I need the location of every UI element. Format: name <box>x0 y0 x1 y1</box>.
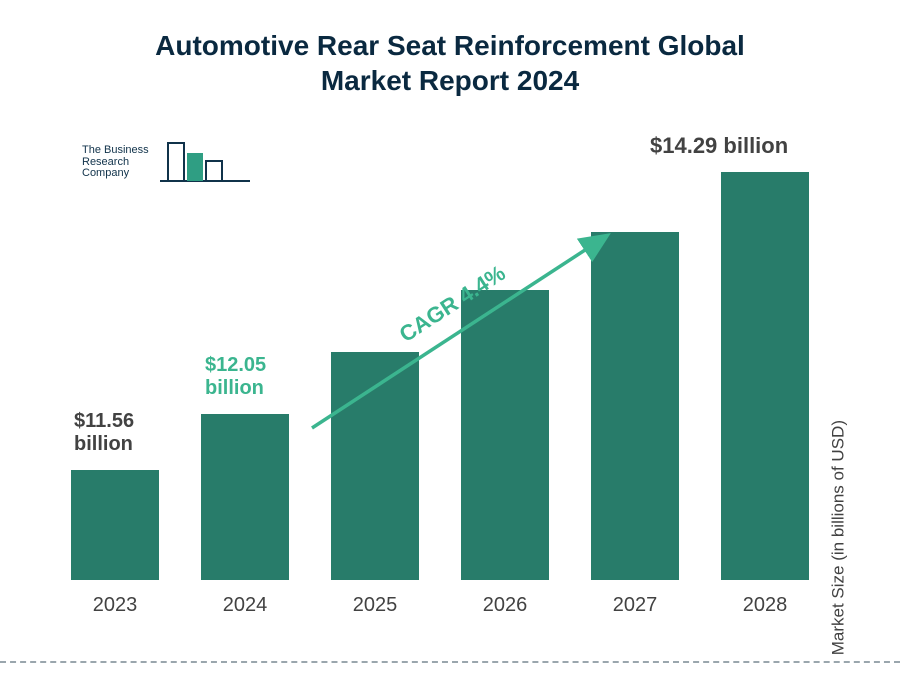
chart-title: Automotive Rear Seat Reinforcement Globa… <box>80 28 820 98</box>
bar-column <box>580 232 690 580</box>
x-tick-label: 2025 <box>320 584 430 620</box>
x-tick-label: 2027 <box>580 584 690 620</box>
title-line-2: Market Report 2024 <box>321 65 579 96</box>
bar-column <box>450 290 560 580</box>
x-tick-label: 2023 <box>60 584 170 620</box>
value-label: $14.29 billion <box>650 133 788 158</box>
bottom-divider <box>0 661 900 663</box>
bar-column <box>710 172 820 580</box>
value-label: $12.05billion <box>205 354 266 400</box>
y-axis-label: Market Size (in billions of USD) <box>828 420 848 655</box>
bar <box>71 470 159 580</box>
bar-column <box>320 352 430 580</box>
bar <box>591 232 679 580</box>
x-tick-label: 2024 <box>190 584 300 620</box>
bar <box>721 172 809 580</box>
title-line-1: Automotive Rear Seat Reinforcement Globa… <box>155 30 745 61</box>
bar-column <box>190 414 300 580</box>
bar-chart: 202320242025202620272028 Market Size (in… <box>60 150 820 620</box>
bar <box>331 352 419 580</box>
x-tick-label: 2026 <box>450 584 560 620</box>
bar <box>461 290 549 580</box>
bars-container <box>60 150 820 580</box>
x-tick-label: 2028 <box>710 584 820 620</box>
bar <box>201 414 289 580</box>
bar-column <box>60 470 170 580</box>
value-label: $11.56billion <box>74 410 134 456</box>
x-axis-labels: 2023 2024 2025 2026 2027 2028 <box>60 584 820 620</box>
